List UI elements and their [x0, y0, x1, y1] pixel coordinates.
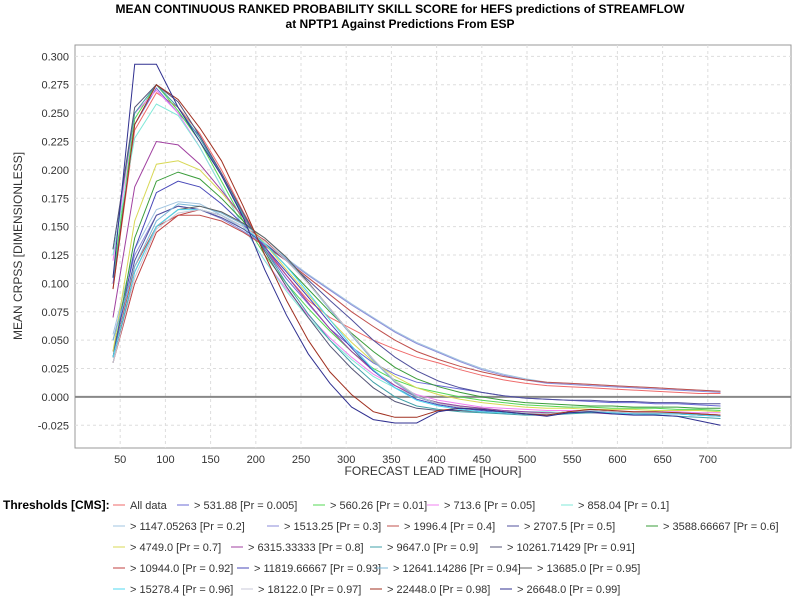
- legend-entry: > 10944.0 [Pr = 0.92]: [130, 563, 233, 575]
- legend-entry: > 22448.0 [Pr = 0.98]: [387, 584, 490, 596]
- legend-entry: > 2707.5 [Pr = 0.5]: [524, 521, 615, 533]
- plot-area: [74, 44, 792, 449]
- y-tick-label: 0.100: [41, 278, 69, 290]
- legend-entry: > 1996.4 [Pr = 0.4]: [404, 521, 495, 533]
- x-tick-label: 700: [699, 454, 717, 466]
- x-tick-label: 50: [114, 454, 126, 466]
- x-tick-label: 650: [653, 454, 671, 466]
- y-tick-labels: -0.025 0.000 0.025 0.050 0.075 0.100 0.125 0.15…: [38, 51, 69, 432]
- y-tick-label: -0.025: [38, 420, 69, 432]
- x-tick-label: 250: [292, 454, 310, 466]
- series-line-21: [112, 63, 721, 426]
- y-tick-label: 0.125: [41, 250, 69, 262]
- chart-title-line1: MEAN CONTINUOUS RANKED PROBABILITY SKILL…: [116, 2, 686, 16]
- legend-title: Thresholds [CMS]:: [3, 498, 110, 512]
- series-line-9: [112, 171, 721, 409]
- legend-entry: > 3588.66667 [Pr = 0.6]: [663, 521, 779, 533]
- legend-entry: > 1513.25 [Pr = 0.3]: [284, 521, 381, 533]
- y-tick-label: 0.175: [41, 193, 69, 205]
- y-tick-label: 0.150: [41, 222, 69, 234]
- x-tick-label: 600: [608, 454, 626, 466]
- legend: All data > 531.88 [Pr = 0.005] > 560.26 [P…: [113, 500, 779, 596]
- x-tick-labels: 50 100 150 200 250 300 350 400 450 500 550 600 650 70…: [114, 454, 717, 466]
- legend-entry: > 9647.0 [Pr = 0.9]: [387, 542, 478, 554]
- legend-entry: > 858.04 [Pr = 0.1]: [578, 500, 669, 512]
- x-tick-label: 550: [563, 454, 581, 466]
- legend-entry: > 26648.0 [Pr = 0.99]: [517, 584, 620, 596]
- series-line-8: [112, 205, 721, 405]
- y-tick-label: 0.250: [41, 108, 69, 120]
- x-axis-label: FORECAST LEAD TIME [HOUR]: [345, 464, 522, 478]
- series-line-19: [112, 209, 721, 416]
- y-tick-label: 0.000: [41, 392, 69, 404]
- x-tick-label: 500: [518, 454, 536, 466]
- legend-entry: > 4749.0 [Pr = 0.7]: [130, 542, 221, 554]
- y-tick-label: 0.225: [41, 136, 69, 148]
- x-tick-label: 450: [473, 454, 491, 466]
- legend-entry: > 713.6 [Pr = 0.05]: [444, 500, 535, 512]
- grid-lines: [75, 45, 791, 448]
- y-tick-label: 0.200: [41, 165, 69, 177]
- series-line-7: [112, 214, 721, 392]
- legend-entry: > 10261.71429 [Pr = 0.91]: [507, 542, 635, 554]
- x-tick-label: 350: [382, 454, 400, 466]
- y-tick-label: 0.025: [41, 364, 69, 376]
- legend-entry: > 560.26 [Pr = 0.01]: [330, 500, 427, 512]
- chart-title-line2: at NPTP1 Against Predictions From ESP: [286, 17, 515, 31]
- x-tick-label: 100: [156, 454, 174, 466]
- legend-entry: > 13685.0 [Pr = 0.95]: [537, 563, 640, 575]
- legend-entry: All data: [130, 500, 168, 512]
- legend-entry: > 531.88 [Pr = 0.005]: [194, 500, 297, 512]
- y-tick-label: 0.075: [41, 307, 69, 319]
- y-tick-label: 0.275: [41, 80, 69, 92]
- legend-entry: > 12641.14286 [Pr = 0.94]: [393, 563, 521, 575]
- legend-entry: > 15278.4 [Pr = 0.96]: [130, 584, 233, 596]
- y-tick-label: 0.050: [41, 335, 69, 347]
- legend-entry: > 18122.0 [Pr = 0.97]: [258, 584, 361, 596]
- x-tick-label: 400: [427, 454, 445, 466]
- series-line-10: [112, 160, 721, 413]
- series-line-0: [112, 91, 721, 394]
- series-lines: [112, 63, 721, 426]
- y-axis-label: MEAN CRPSS [DIMENSIONLESS]: [11, 152, 25, 340]
- y-tick-label: 0.300: [41, 51, 69, 63]
- x-tick-label: 150: [201, 454, 219, 466]
- x-tick-label: 300: [337, 454, 355, 466]
- series-line-20: [112, 83, 721, 418]
- series-line-6: [112, 205, 721, 393]
- legend-entry: > 1147.05263 [Pr = 0.2]: [130, 521, 245, 533]
- x-tick-label: 200: [247, 454, 265, 466]
- legend-entry: > 11819.66667 [Pr = 0.93]: [254, 563, 381, 575]
- legend-entry: > 6315.33333 [Pr = 0.8]: [248, 542, 364, 554]
